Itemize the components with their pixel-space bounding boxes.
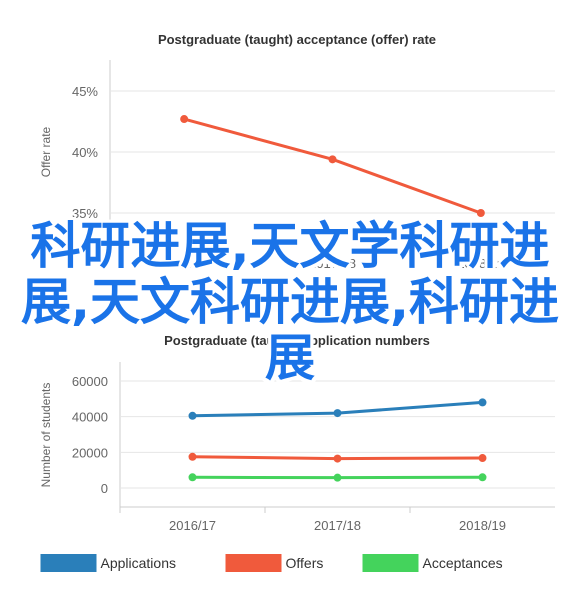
data-point [333, 473, 342, 482]
y-tick-label: 40% [72, 145, 98, 160]
y-tick-label: 0 [101, 481, 108, 496]
data-point [188, 473, 197, 482]
data-point [333, 454, 342, 463]
chart-1: Postgraduate (taught) acceptance (offer)… [39, 32, 555, 271]
legend-swatch [362, 554, 419, 572]
legend-swatch [40, 554, 97, 572]
data-point [328, 155, 337, 164]
y-tick-label: 45% [72, 84, 98, 99]
x-tick-label: 2016/17 [161, 256, 208, 271]
data-point [476, 209, 485, 217]
chart-1-y-axis-title: Offer rate [39, 126, 53, 177]
data-point [333, 409, 342, 418]
chart-2-y-axis-title: Number of students [39, 383, 53, 488]
x-tick-label: 2018/19 [459, 518, 506, 533]
chart-1-title: Postgraduate (taught) acceptance (offer)… [158, 32, 436, 47]
legend-label: Acceptances [423, 555, 503, 571]
chart-2-title: Postgraduate (taught) application number… [164, 333, 430, 348]
y-tick-label: 20000 [72, 445, 108, 460]
legend-swatch [225, 554, 282, 572]
y-tick-label: 60000 [72, 374, 108, 389]
x-tick-label: 2017/18 [309, 256, 356, 271]
data-point [478, 454, 487, 463]
x-tick-label: 2018/19 [457, 256, 504, 271]
x-tick-label: 2017/18 [314, 518, 361, 533]
y-tick-label: 35% [72, 206, 98, 221]
data-point [188, 411, 197, 420]
data-point [478, 473, 487, 482]
overlay-watermark-text: 科研进展,天文学科研进展,天文科研进展,科研进展 [21, 217, 559, 387]
y-tick-label: 40000 [72, 410, 108, 425]
chart-2: Postgraduate (taught) application number… [39, 333, 555, 572]
legend-label: Offers [286, 555, 324, 571]
data-point [188, 452, 197, 461]
x-tick-label: 2016/17 [169, 518, 216, 533]
series-line [183, 117, 482, 215]
data-point [478, 398, 487, 407]
data-point [180, 115, 189, 124]
legend-label: Applications [101, 555, 177, 571]
